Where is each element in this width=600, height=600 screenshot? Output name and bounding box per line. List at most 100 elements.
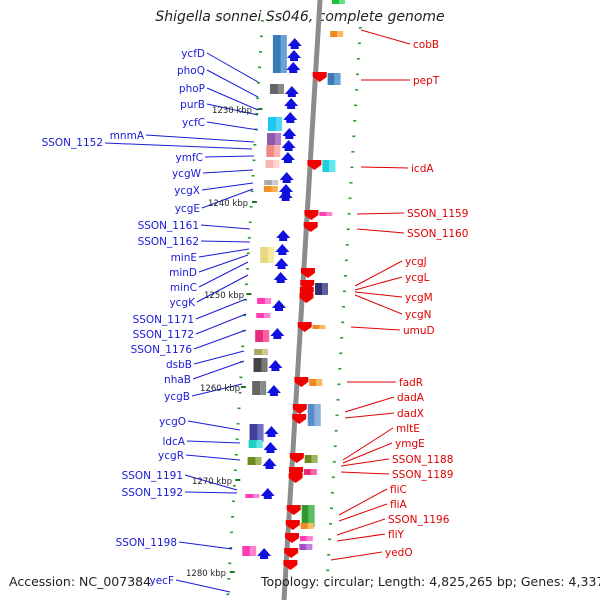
gene-block-right: [308, 505, 315, 527]
gene-blocks: [242, 0, 345, 556]
forward-gene-arrow: [284, 86, 299, 97]
gene-label-nhaB[interactable]: nhaB: [164, 374, 191, 386]
gene-label-ycgR[interactable]: ycgR: [158, 450, 184, 462]
gene-label-SSON_1171[interactable]: SSON_1171: [133, 314, 194, 326]
gene-label-ycfD[interactable]: ycfD: [181, 48, 205, 60]
gene-label-SSON_1189[interactable]: SSON_1189: [392, 469, 453, 481]
tick-mark-left: [250, 190, 254, 193]
gene-label-SSON_1159[interactable]: SSON_1159: [407, 208, 468, 220]
forward-gene-arrow: [274, 258, 289, 269]
gene-label-fadR[interactable]: fadR: [399, 377, 423, 389]
gene-label-ycgK[interactable]: ycgK: [169, 297, 196, 309]
tick-mark-left: [243, 314, 247, 317]
gene-label-ycgJ[interactable]: ycgJ: [405, 256, 427, 268]
gene-label-ycgW[interactable]: ycgW: [172, 168, 202, 180]
forward-gene-arrow: [268, 360, 283, 371]
reverse-gene-arrow: [303, 222, 318, 232]
gene-block-left: [280, 35, 287, 73]
right-connector-line: [354, 291, 403, 298]
gene-label-yecF[interactable]: yecF: [150, 575, 175, 587]
reverse-gene-arrow: [289, 453, 304, 463]
gene-label-SSON_1176[interactable]: SSON_1176: [131, 344, 193, 356]
gene-label-ycgX[interactable]: ycgX: [174, 185, 200, 197]
gene-label-SSON_1162[interactable]: SSON_1162: [138, 236, 199, 248]
gene-label-SSON_1196[interactable]: SSON_1196: [388, 514, 450, 526]
tick-mark-left: [245, 268, 249, 270]
left-connector-line: [187, 420, 241, 431]
gene-block-left: [255, 457, 262, 465]
forward-gene-arrow: [279, 172, 294, 183]
gene-label-dadA[interactable]: dadA: [397, 392, 425, 404]
label-connectors: [104, 29, 411, 593]
gene-label-phoP[interactable]: phoP: [179, 83, 205, 95]
gene-label-cobB[interactable]: cobB: [413, 39, 439, 51]
gene-label-ycgL[interactable]: ycgL: [405, 272, 430, 284]
tick-mark-right: [339, 352, 343, 355]
gene-label-mltE[interactable]: mltE: [396, 423, 420, 435]
gene-label-SSON_1191[interactable]: SSON_1191: [122, 470, 183, 482]
gene-label-ycfC[interactable]: ycfC: [182, 117, 205, 129]
gene-label-SSON_1152[interactable]: SSON_1152: [42, 137, 103, 149]
gene-block-left: [271, 186, 278, 192]
forward-gene-arrow: [273, 272, 288, 283]
gene-label-SSON_1198[interactable]: SSON_1198: [116, 537, 177, 549]
reverse-gene-arrow: [297, 322, 312, 332]
gene-arrows: [257, 38, 327, 570]
gene-label-phoQ[interactable]: phoQ: [177, 65, 205, 77]
gene-label-ymfC[interactable]: ymfC: [176, 152, 203, 164]
right-connector-line: [342, 442, 393, 464]
gene-label-mnmA[interactable]: mnmA: [110, 130, 145, 142]
gene-block-right: [309, 379, 317, 386]
tick-mark-right: [354, 104, 358, 107]
gene-label-dsbB[interactable]: dsbB: [166, 359, 192, 371]
gene-block-right: [337, 31, 344, 37]
topology-text: Topology: circular; Length: 4,825,265 bp…: [261, 574, 600, 589]
gene-label-fliC[interactable]: fliC: [390, 484, 407, 496]
right-connector-line: [338, 488, 388, 516]
gene-label-umuD[interactable]: umuD: [403, 325, 435, 337]
gene-label-fliY[interactable]: fliY: [388, 529, 405, 541]
left-connector-line: [204, 155, 255, 158]
gene-label-minD[interactable]: minD: [169, 267, 197, 279]
left-connector-line: [185, 454, 241, 461]
tick-mark-right: [327, 554, 331, 556]
forward-gene-arrow: [280, 152, 295, 163]
left-connector-line: [200, 240, 251, 243]
gene-block-left: [242, 546, 251, 556]
gene-block-left: [272, 35, 281, 73]
gene-label-ycgM[interactable]: ycgM: [405, 292, 433, 304]
gene-label-ycgE[interactable]: ycgE: [175, 203, 200, 215]
gene-label-dadX[interactable]: dadX: [397, 408, 424, 420]
gene-label-minE[interactable]: minE: [171, 252, 197, 264]
gene-label-SSON_1160[interactable]: SSON_1160: [407, 228, 468, 240]
tick-mark-left: [251, 175, 255, 177]
gene-label-pepT[interactable]: pepT: [413, 75, 440, 87]
gene-label-SSON_1192[interactable]: SSON_1192: [122, 487, 183, 499]
gene-label-ldcA[interactable]: ldcA: [162, 436, 185, 448]
gene-label-ycgB[interactable]: ycgB: [164, 391, 190, 403]
right-connector-line: [338, 503, 388, 522]
gene-label-fliA[interactable]: fliA: [390, 499, 408, 511]
gene-label-yedO[interactable]: yedO: [385, 547, 413, 559]
gene-block-right: [299, 536, 307, 541]
gene-block-left: [263, 330, 270, 342]
tick-mark-left: [252, 159, 256, 162]
gene-label-ymgE[interactable]: ymgE: [395, 438, 425, 450]
gene-label-SSON_1188[interactable]: SSON_1188: [392, 454, 453, 466]
gene-label-icdA[interactable]: icdA: [411, 163, 434, 175]
forward-gene-arrow: [278, 184, 293, 195]
tick-mark-right: [358, 27, 362, 29]
kbp-marker-1280: 1280 kbp: [186, 569, 226, 579]
gene-label-ycgN[interactable]: ycgN: [405, 309, 432, 321]
tick-mark-left: [230, 531, 234, 534]
genome-title: Shigella sonnei Ss046, complete genome: [155, 9, 445, 25]
gene-block-left: [264, 180, 273, 185]
kbp-tick: [235, 479, 241, 481]
right-connector-line: [340, 458, 390, 467]
gene-block-right: [315, 283, 323, 295]
gene-label-purB[interactable]: purB: [180, 99, 205, 111]
gene-label-ycgO[interactable]: ycgO: [159, 416, 186, 428]
gene-label-SSON_1172[interactable]: SSON_1172: [133, 329, 194, 341]
gene-label-minC[interactable]: minC: [170, 282, 197, 294]
gene-label-SSON_1161[interactable]: SSON_1161: [138, 220, 199, 232]
